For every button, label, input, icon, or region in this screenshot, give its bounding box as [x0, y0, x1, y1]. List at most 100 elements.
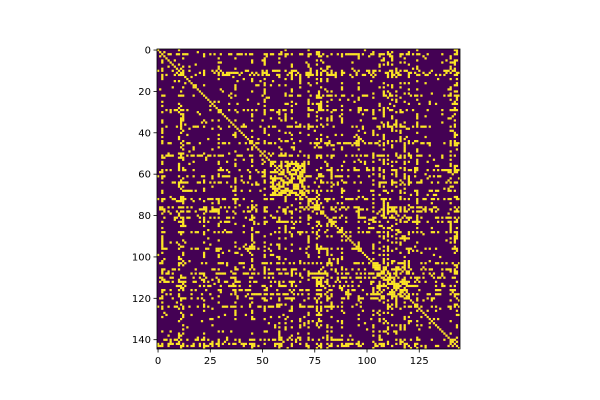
- heatmap-cell: [219, 88, 222, 91]
- heatmap-cell: [319, 276, 323, 279]
- heatmap-cell: [418, 289, 421, 292]
- heatmap-cell: [403, 154, 406, 157]
- heatmap-cell: [357, 342, 360, 346]
- heatmap-cell: [177, 164, 181, 168]
- heatmap-cell: [311, 109, 314, 112]
- heatmap-cell: [391, 125, 394, 128]
- heatmap-cell: [378, 289, 381, 292]
- heatmap-cell: [240, 71, 243, 74]
- heatmap-cell: [407, 63, 410, 66]
- heatmap-cell: [351, 284, 354, 288]
- heatmap-cell: [378, 317, 381, 321]
- heatmap-cell: [246, 272, 250, 275]
- heatmap-cell: [182, 315, 185, 319]
- heatmap-cell: [334, 133, 337, 137]
- heatmap-cell: [211, 324, 214, 327]
- heatmap-cell: [223, 197, 227, 201]
- heatmap-cell: [179, 67, 183, 70]
- heatmap-cell: [299, 206, 302, 209]
- heatmap-cell: [380, 344, 383, 348]
- heatmap-cell: [234, 291, 237, 294]
- heatmap-cell: [386, 328, 390, 331]
- heatmap-cell: [363, 220, 367, 223]
- heatmap-cell: [332, 73, 335, 77]
- heatmap-cell: [313, 276, 316, 279]
- heatmap-cell: [386, 61, 390, 64]
- heatmap-cell: [391, 98, 394, 101]
- heatmap-cell: [416, 181, 419, 184]
- heatmap-cell: [315, 177, 319, 180]
- heatmap-cell: [334, 220, 337, 223]
- heatmap-cell: [290, 282, 293, 286]
- heatmap-cell: [411, 210, 415, 213]
- heatmap-cell: [234, 86, 237, 89]
- heatmap-cell: [330, 303, 333, 306]
- heatmap-cell: [437, 181, 440, 184]
- heatmap-cell: [449, 88, 452, 91]
- heatmap-cell: [263, 90, 266, 93]
- heatmap-cell: [455, 94, 459, 97]
- heatmap-cell: [449, 158, 452, 161]
- heatmap-cell: [303, 162, 306, 166]
- heatmap-cell: [182, 117, 185, 120]
- heatmap-cell: [194, 272, 197, 275]
- heatmap-cell: [319, 117, 323, 120]
- heatmap-cell: [182, 140, 185, 143]
- heatmap-cell: [391, 84, 394, 87]
- heatmap-cell: [299, 342, 302, 346]
- heatmap-cell: [409, 284, 413, 288]
- heatmap-cell: [420, 210, 423, 213]
- heatmap-cell: [368, 175, 371, 178]
- heatmap-cell: [317, 251, 321, 254]
- heatmap-cell: [207, 197, 210, 201]
- heatmap-cell: [282, 280, 285, 283]
- heatmap-cell: [414, 280, 417, 283]
- heatmap-cell: [372, 218, 375, 221]
- heatmap-cell: [278, 117, 281, 120]
- heatmap-cell: [251, 332, 254, 335]
- heatmap-cell: [434, 216, 438, 219]
- heatmap-cell: [309, 142, 312, 145]
- heatmap-cell: [198, 284, 202, 288]
- heatmap-cell: [382, 342, 385, 346]
- heatmap-cell: [307, 90, 310, 93]
- heatmap-cell: [290, 71, 293, 74]
- heatmap-cell: [324, 142, 327, 145]
- heatmap-cell: [453, 49, 456, 52]
- heatmap-cell: [441, 220, 444, 223]
- heatmap-cell: [359, 160, 362, 163]
- heatmap-cell: [315, 307, 319, 310]
- heatmap-cell: [278, 245, 281, 248]
- heatmap-cell: [278, 237, 281, 240]
- heatmap-cell: [409, 305, 413, 308]
- heatmap-cell: [286, 162, 289, 166]
- heatmap-cell: [317, 311, 321, 314]
- heatmap-cell: [276, 262, 279, 265]
- heatmap-cell: [179, 297, 183, 300]
- heatmap-cell: [424, 197, 427, 201]
- heatmap-cell: [301, 206, 304, 209]
- heatmap-cell: [219, 127, 222, 130]
- heatmap-cell: [372, 152, 375, 155]
- heatmap-cell: [315, 305, 319, 308]
- heatmap-cell: [342, 311, 346, 314]
- heatmap-cell: [378, 125, 381, 128]
- heatmap-cell: [223, 272, 227, 275]
- heatmap-cell: [248, 218, 252, 221]
- heatmap-cell: [251, 276, 254, 279]
- heatmap-cell: [416, 202, 419, 205]
- heatmap-cell: [280, 185, 283, 188]
- heatmap-cell: [393, 286, 396, 290]
- heatmap-cell: [399, 291, 402, 294]
- heatmap-cell: [290, 104, 293, 108]
- heatmap-cell: [334, 175, 337, 178]
- heatmap-cell: [188, 69, 191, 72]
- heatmap-cell: [211, 307, 214, 310]
- heatmap-cell: [405, 220, 408, 223]
- heatmap-cell: [276, 171, 279, 174]
- heatmap-cell: [451, 247, 454, 250]
- heatmap-cell: [418, 181, 421, 184]
- heatmap-cell: [307, 305, 310, 308]
- heatmap-cell: [244, 142, 248, 145]
- heatmap-cell: [182, 115, 185, 118]
